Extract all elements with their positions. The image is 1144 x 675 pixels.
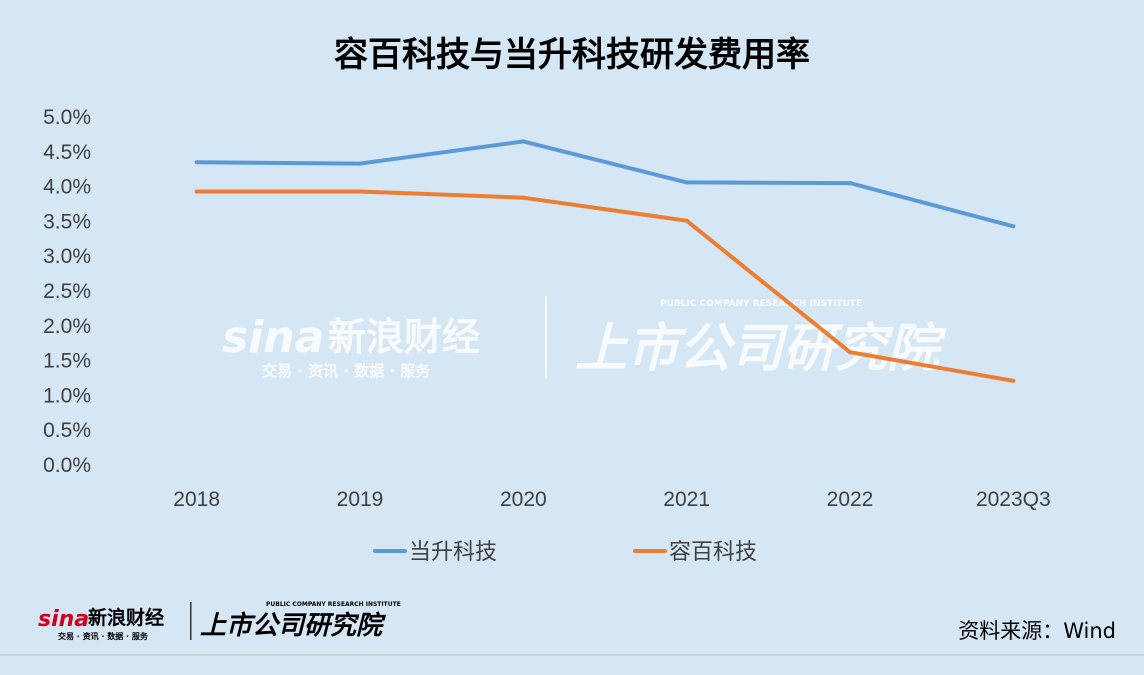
watermark-institute-en: PUBLIC COMPANY RESEARCH INSTITUTE <box>660 299 862 309</box>
data-point <box>848 181 852 186</box>
footer-brand-cn: 新浪财经 <box>88 606 164 629</box>
y-tick-label: 1.5% <box>43 350 91 373</box>
y-tick-label: 0.5% <box>43 419 91 442</box>
y-axis-ticks: 0.0% 0.5% 1.0% 1.5% 2.0% 2.5% 3.0% 3.5% 4.0% 4.5%… <box>43 106 91 477</box>
y-tick-label: 1.0% <box>43 384 91 407</box>
data-point <box>684 218 689 223</box>
y-tick-label: 5.0% <box>43 106 91 129</box>
x-tick-label: 2020 <box>500 488 547 511</box>
legend-label: 当升科技 <box>409 540 497 565</box>
watermark-brand-cn: 新浪财经 <box>328 315 480 359</box>
watermark-institute: 上市公司研究院 <box>575 319 947 379</box>
y-tick-label: 3.0% <box>43 245 91 268</box>
y-tick-label: 0.0% <box>43 454 91 477</box>
y-tick-label: 3.5% <box>43 210 91 233</box>
x-tick-label: 2021 <box>663 488 710 511</box>
footer-divider <box>190 602 192 640</box>
footer-institute-en: PUBLIC COMPANY RESEARCH INSTITUTE <box>266 601 401 608</box>
series-line-0 <box>194 139 1016 229</box>
x-tick-label: 2019 <box>337 488 384 511</box>
x-tick-label: 2023Q3 <box>976 488 1051 511</box>
data-point <box>194 189 199 194</box>
x-axis-ticks: 2018 2019 2020 2021 2022 2023Q3 <box>173 488 1050 511</box>
x-tick-label: 2018 <box>173 488 220 511</box>
series-line-1 <box>194 189 1016 383</box>
footer-logo: sina 新浪财经 交易 · 资讯 · 数据 · 服务 PUBLIC COMPA… <box>38 601 401 641</box>
legend: 当升科技 容百科技 <box>373 540 757 565</box>
y-tick-label: 4.5% <box>43 141 91 164</box>
source-note: 资料来源：Wind <box>958 619 1116 643</box>
data-point <box>521 195 526 200</box>
chart-title: 容百科技与当升科技研发费用率 <box>334 35 810 75</box>
watermark-divider <box>545 296 547 378</box>
y-tick-label: 2.0% <box>43 315 91 338</box>
watermark: sina 新浪财经 交易 · 资讯 · 数据 · 服务 PUBLIC COMPA… <box>222 296 947 380</box>
footer-tagline: 交易 · 资讯 · 数据 · 服务 <box>58 631 149 641</box>
footer-brand: sina <box>38 607 89 632</box>
footer-institute: 上市公司研究院 <box>200 611 386 641</box>
data-point <box>521 139 526 144</box>
data-point <box>194 160 199 165</box>
y-tick-label: 4.0% <box>43 176 91 199</box>
data-point <box>684 180 689 185</box>
y-tick-label: 2.5% <box>43 280 91 303</box>
plot-lines <box>194 139 1016 383</box>
data-point <box>848 350 852 355</box>
data-point <box>1011 224 1016 229</box>
data-point <box>1011 378 1016 383</box>
x-tick-label: 2022 <box>827 488 874 511</box>
watermark-brand: sina <box>222 312 324 363</box>
legend-label: 容百科技 <box>669 540 757 565</box>
watermark-tagline: 交易 · 资讯 · 数据 · 服务 <box>262 362 431 380</box>
data-point <box>358 161 362 166</box>
data-point <box>358 189 362 194</box>
